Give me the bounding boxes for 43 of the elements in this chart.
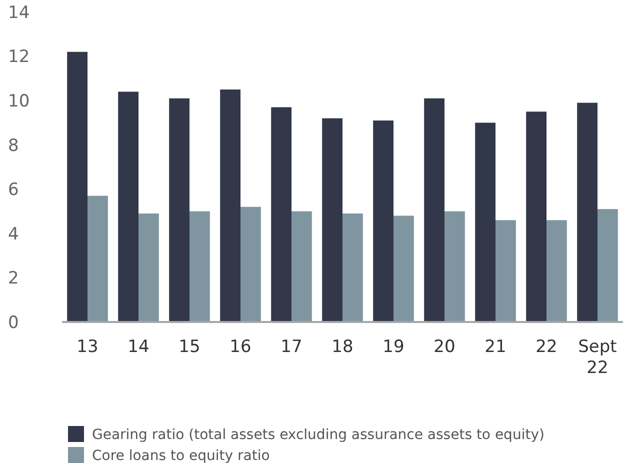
legend-label: Gearing ratio (total assets excluding assurance assets to equity) (92, 426, 544, 443)
bar (496, 220, 516, 322)
bar (138, 214, 159, 322)
x-tick-label: 20 (434, 337, 456, 357)
y-tick-label: 14 (8, 2, 30, 23)
bar (394, 216, 414, 322)
legend-label: Core loans to equity ratio (92, 448, 270, 463)
x-tick-label: 18 (332, 337, 354, 357)
y-tick-label: 2 (8, 268, 19, 289)
y-tick-label: 4 (8, 224, 19, 244)
y-tick-label: 12 (8, 47, 30, 68)
x-tick-label: Sept 22 (578, 337, 618, 378)
bar (220, 90, 240, 322)
x-tick-label: 16 (230, 337, 252, 357)
x-tick-label: 14 (128, 337, 150, 357)
bar (67, 52, 88, 322)
bar (240, 206, 261, 322)
bar (190, 211, 210, 322)
bar (373, 120, 394, 322)
x-tick-label: 21 (484, 337, 506, 357)
bar (577, 102, 598, 322)
x-tick-label: 13 (76, 337, 98, 357)
bar (88, 196, 108, 322)
bar (444, 211, 465, 322)
bar (598, 209, 618, 322)
bar (342, 214, 363, 322)
bar (118, 92, 138, 322)
bar (169, 98, 190, 322)
y-tick-label: 0 (8, 312, 19, 333)
bar (526, 112, 546, 322)
bar (271, 107, 292, 322)
x-tick-label: 19 (382, 337, 404, 357)
bar (424, 98, 444, 322)
bar (475, 122, 496, 322)
x-tick-label: 22 (536, 337, 558, 357)
y-tick-label: 8 (8, 136, 19, 156)
y-tick-label: 10 (8, 92, 30, 112)
x-tick-label: 17 (280, 337, 302, 357)
x-tick-label: 15 (178, 337, 200, 357)
bar (292, 211, 312, 322)
bar (322, 118, 342, 322)
y-tick-label: 6 (8, 180, 19, 200)
bar (546, 220, 567, 322)
